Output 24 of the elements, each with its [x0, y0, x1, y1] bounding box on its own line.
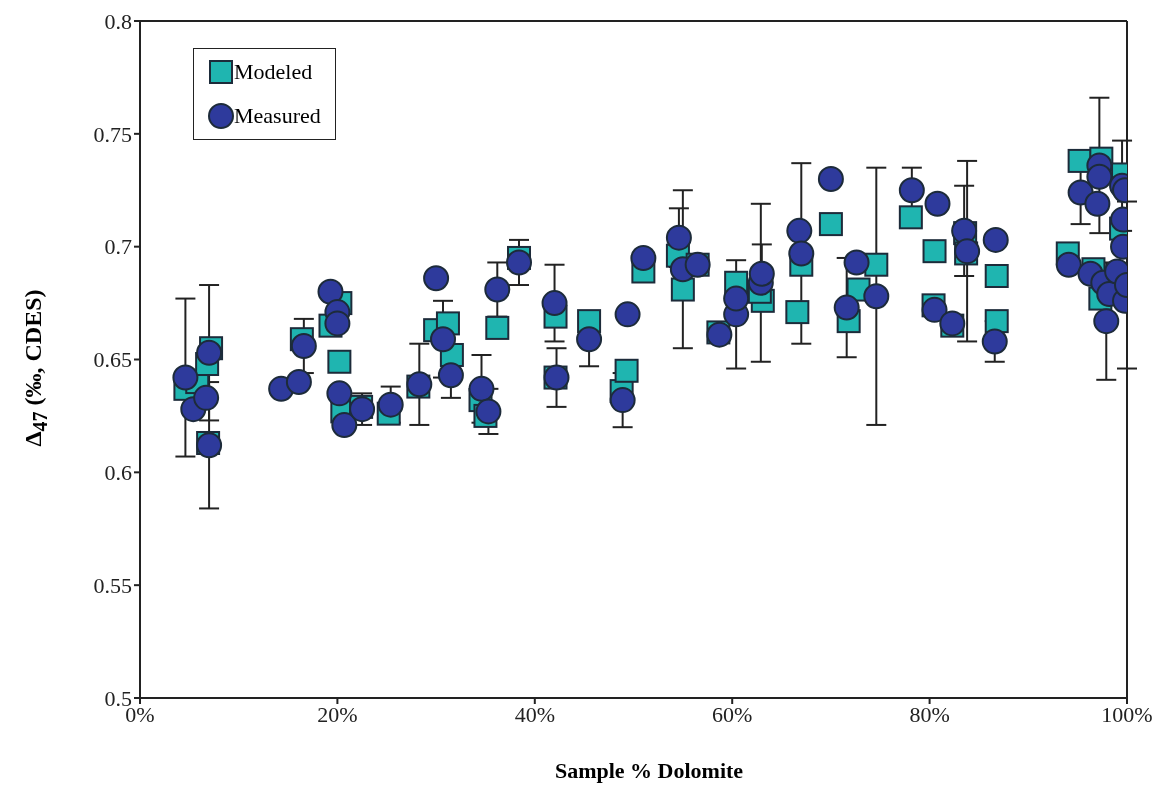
legend-label: Measured [234, 103, 321, 129]
y-tick-label: 0.55 [93, 572, 132, 598]
y-tick-label: 0.65 [93, 347, 132, 373]
y-tick-label: 0.8 [104, 8, 132, 34]
y-tick-label: 0.7 [104, 234, 132, 260]
point [984, 309, 1009, 334]
x-tick-label: 40% [514, 701, 555, 727]
point [818, 212, 843, 237]
x-tick-label: 100% [1101, 701, 1153, 727]
point [327, 349, 352, 374]
x-axis-title: Sample % Dolomite [553, 758, 745, 784]
point [984, 264, 1009, 288]
x-tick-label: 60% [712, 701, 753, 727]
y-tick-label: 0.75 [93, 121, 132, 147]
point [922, 239, 947, 264]
point [614, 358, 639, 383]
point [485, 315, 510, 340]
legend-label: Modeled [234, 59, 313, 85]
point [898, 205, 923, 230]
x-tick-label: 80% [909, 701, 950, 727]
y-tick-label: 0.6 [104, 460, 132, 486]
point [670, 277, 695, 302]
x-tick-label: 20% [317, 701, 358, 727]
point [785, 300, 810, 325]
